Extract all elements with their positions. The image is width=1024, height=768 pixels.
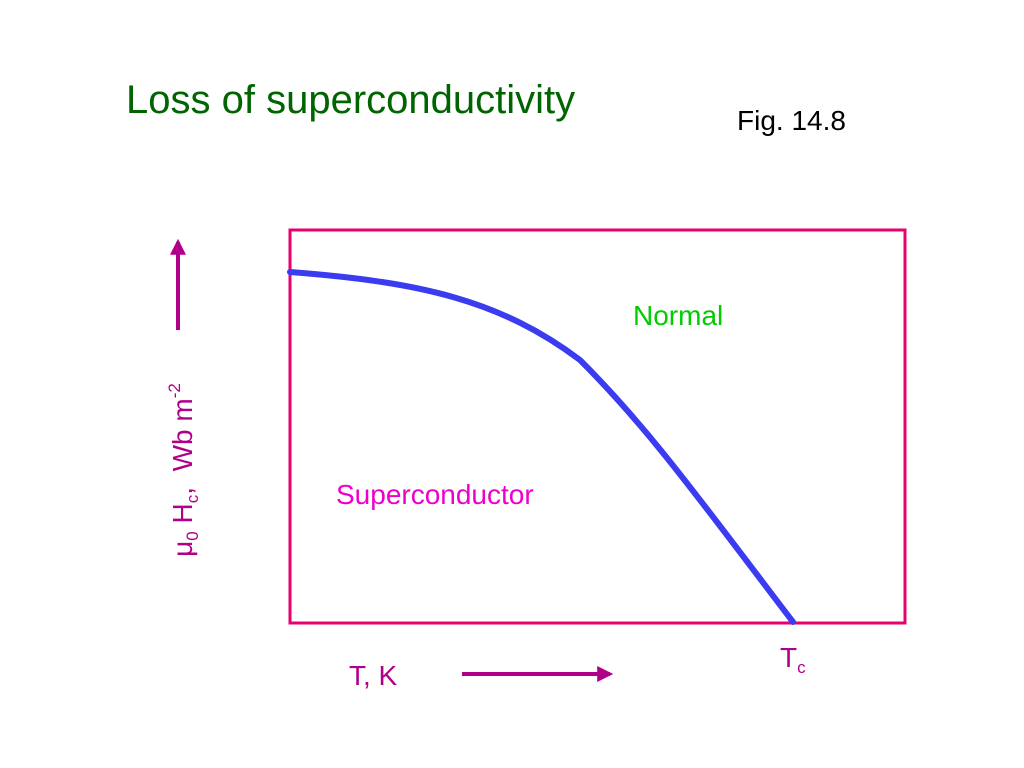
plot-frame bbox=[288, 228, 907, 625]
x-axis-label: T, K bbox=[349, 660, 398, 691]
y-label-mu-subscript: 0 bbox=[183, 531, 202, 541]
y-axis-label: μ0 Hc, Wb m-2 bbox=[165, 383, 203, 557]
tc-subscript: c bbox=[797, 658, 806, 677]
normal-region-label: Normal bbox=[633, 300, 724, 331]
tc-main: T bbox=[780, 642, 798, 673]
critical-field-curve bbox=[287, 269, 796, 625]
figure-reference: Fig. 14.8 bbox=[737, 105, 846, 136]
y-label-h-subscript: c bbox=[183, 494, 202, 504]
y-label-units: , Wb m bbox=[167, 398, 198, 495]
y-label-units-superscript: -2 bbox=[165, 383, 184, 399]
page-title: Loss of superconductivity bbox=[126, 78, 576, 122]
y-label-mu: μ bbox=[167, 540, 198, 557]
y-label-h: H bbox=[167, 503, 198, 532]
superconductor-region-label: Superconductor bbox=[336, 479, 534, 510]
critical-temperature-label: Tc bbox=[780, 642, 806, 678]
